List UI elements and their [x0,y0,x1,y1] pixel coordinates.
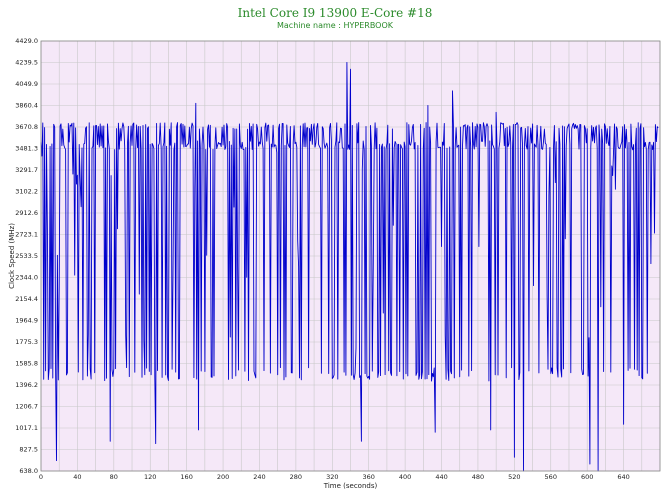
y-tick-label: 4429.0 [15,37,38,45]
y-tick-label: 2154.4 [15,295,38,303]
x-tick-label: 480 [472,473,484,481]
chart-subtitle: Machine name : HYPERBOOK [276,21,394,30]
x-tick-label: 440 [435,473,447,481]
y-tick-label: 1775.3 [15,338,38,346]
y-tick-label: 1206.7 [15,403,38,411]
y-tick-label: 827.5 [19,446,38,454]
chart-title: Intel Core I9 13900 E-Core #18 [237,6,433,20]
x-tick-label: 600 [581,473,593,481]
y-tick-labels: 638.0 827.5 1017.1 1206.7 1396.2 1585.8 1775.3… [15,37,38,475]
y-tick-label: 1585.8 [15,360,38,368]
x-tick-label: 0 [39,473,43,481]
series-line [40,61,659,472]
y-axis-label: Clock Speed (MHz) [8,223,16,289]
x-tick-label: 80 [110,473,118,481]
x-tick-label: 160 [180,473,192,481]
plot-frame [40,40,661,472]
x-axis-label: Time (seconds) [323,482,378,490]
y-tick-label: 2723.1 [15,231,38,239]
y-tick-label: 3481.3 [15,145,38,153]
y-tick-label: 4239.5 [15,59,38,67]
x-tick-label: 320 [326,473,338,481]
x-tick-labels: 0 40 80 120 160 200 240 280 320 360 400 440 480 520 56… [39,473,630,481]
series-group [40,61,659,472]
x-tick-label: 560 [545,473,557,481]
y-tick-label: 3102.2 [15,188,38,196]
x-tick-label: 360 [362,473,374,481]
x-tick-label: 40 [73,473,81,481]
x-tick-label: 120 [144,473,156,481]
x-tick-label: 200 [217,473,229,481]
y-tick-label: 4049.9 [15,80,38,88]
y-tick-label: 2912.6 [15,209,38,217]
y-tick-label: 638.0 [19,467,38,475]
y-tick-label: 1396.2 [15,381,38,389]
x-tick-label: 640 [617,473,629,481]
x-tick-label: 400 [399,473,411,481]
y-tick-label: 1964.9 [15,317,38,325]
x-tick-label: 280 [290,473,302,481]
x-tick-label: 520 [508,473,520,481]
y-tick-label: 3860.4 [15,102,38,110]
y-tick-label: 3291.7 [15,166,38,174]
y-tick-label: 2344.0 [15,274,38,282]
y-tick-label: 3670.8 [15,123,38,131]
x-tick-label: 240 [253,473,265,481]
y-tick-label: 1017.1 [15,424,38,432]
y-tick-label: 2533.5 [15,252,38,260]
